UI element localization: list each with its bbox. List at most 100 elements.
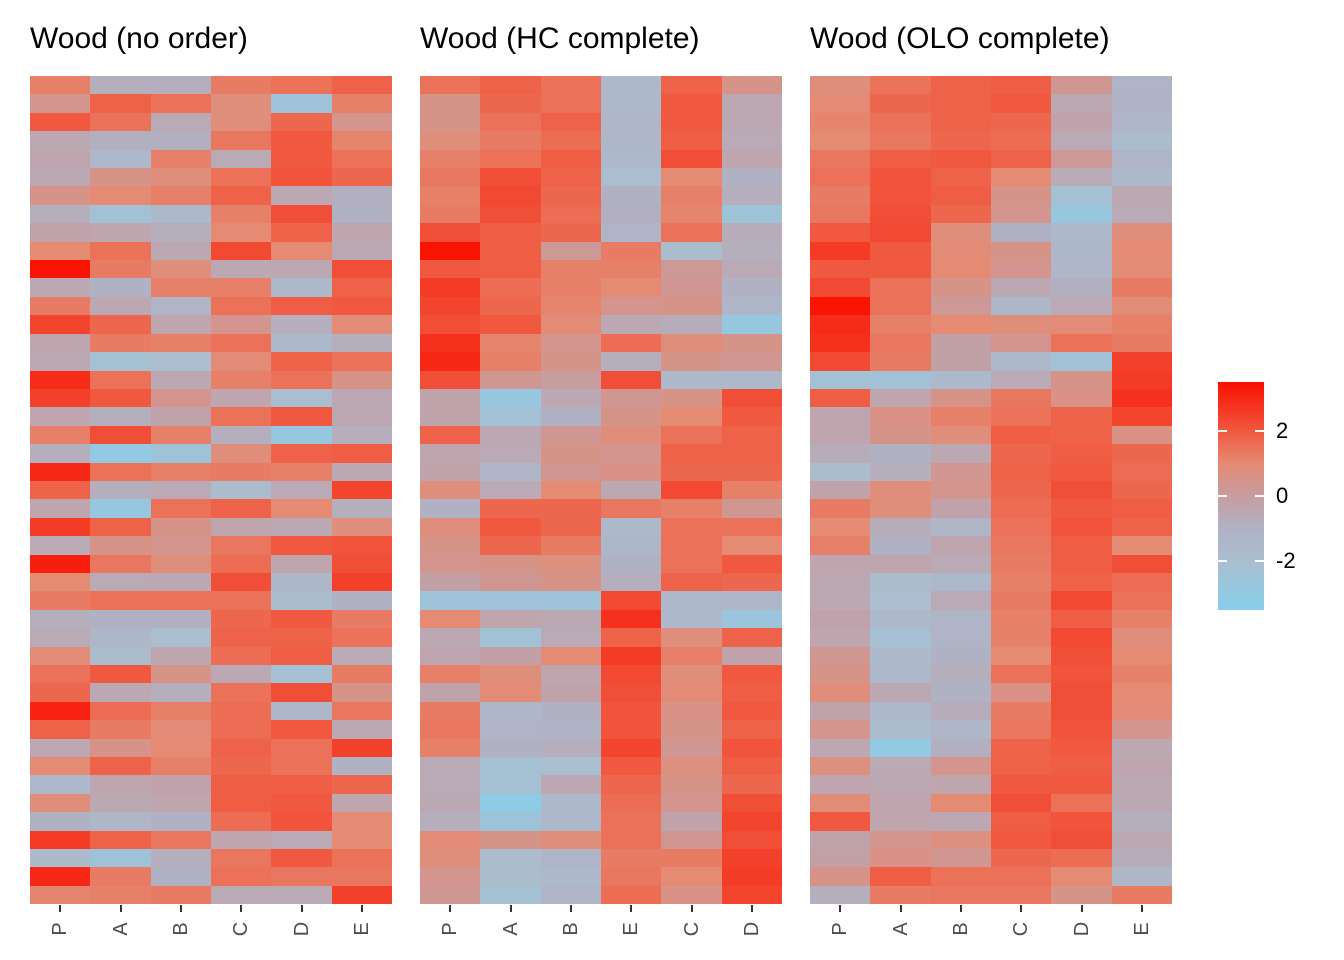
heatmap-row — [810, 830, 1172, 850]
heatmap-cell — [331, 241, 392, 261]
heatmap-cell — [90, 480, 151, 500]
heatmap-cell — [1051, 94, 1112, 113]
heatmap-row — [30, 76, 392, 95]
heatmap-cell — [150, 168, 211, 187]
heatmap-cell — [540, 554, 601, 573]
heatmap-cell — [30, 628, 91, 647]
heatmap-cell — [210, 793, 272, 813]
heatmap-row — [30, 168, 392, 187]
heatmap-cell — [810, 701, 871, 721]
heatmap-cell — [810, 480, 871, 500]
heatmap-cell — [30, 241, 91, 261]
heatmap-cell — [420, 333, 481, 353]
heatmap-cell — [331, 407, 392, 426]
heatmap-cell — [331, 499, 392, 518]
heatmap-cell — [30, 609, 91, 629]
heatmap-cell — [1111, 683, 1172, 702]
heatmap-cell — [870, 388, 931, 408]
heatmap-cell — [540, 278, 601, 297]
heatmap-cell — [930, 885, 991, 905]
heatmap-cell — [331, 683, 392, 702]
heatmap-cell — [90, 296, 151, 316]
heatmap-row — [30, 278, 392, 297]
heatmap-row — [810, 186, 1172, 205]
heatmap-cell — [990, 278, 1052, 297]
heatmap-cell — [540, 260, 601, 279]
x-axis-tick — [179, 905, 182, 912]
heatmap-cell — [480, 554, 541, 573]
heatmap-cell — [721, 204, 782, 224]
heatmap-cell — [990, 830, 1052, 850]
heatmap-cell — [150, 186, 211, 205]
heatmap-cell — [540, 223, 601, 242]
heatmap-cell — [930, 720, 991, 739]
heatmap-cell — [420, 793, 481, 813]
heatmap-row — [810, 425, 1172, 445]
heatmap-cell — [271, 572, 332, 592]
heatmap-cell — [930, 333, 991, 353]
heatmap-cell — [870, 94, 931, 113]
heatmap-cell — [150, 701, 211, 721]
heatmap-cell — [810, 793, 871, 813]
heatmap-cell — [721, 315, 782, 334]
heatmap-cell — [600, 885, 662, 905]
heatmap-cell — [810, 849, 871, 868]
heatmap-cell — [721, 186, 782, 205]
heatmap-cell — [600, 738, 662, 758]
heatmap-cell — [30, 94, 91, 113]
heatmap-row — [810, 775, 1172, 794]
heatmap-cell — [1111, 315, 1172, 334]
heatmap-cell — [420, 296, 481, 316]
heatmap-cell — [1111, 168, 1172, 187]
heatmap-cell — [600, 131, 662, 150]
heatmap-cell — [870, 757, 931, 776]
heatmap-cell — [1111, 186, 1172, 205]
heatmap-row — [30, 867, 392, 886]
heatmap-cell — [150, 112, 211, 132]
heatmap-cell — [90, 683, 151, 702]
heatmap-row — [810, 296, 1172, 316]
heatmap-cell — [1111, 480, 1172, 500]
heatmap-row — [30, 849, 392, 868]
heatmap-cell — [1051, 76, 1112, 95]
heatmap-cell — [210, 388, 272, 408]
heatmap-cell — [721, 775, 782, 794]
heatmap-cell — [1051, 186, 1112, 205]
heatmap-cell — [721, 131, 782, 150]
heatmap-cell — [721, 849, 782, 868]
heatmap-cell — [210, 572, 272, 592]
heatmap-cell — [480, 499, 541, 518]
heatmap-cell — [661, 223, 722, 242]
heatmap-cell — [90, 352, 151, 371]
heatmap-cell — [1051, 665, 1112, 684]
heatmap-row — [420, 775, 782, 794]
heatmap-row — [30, 793, 392, 813]
heatmap-cell — [661, 867, 722, 886]
heatmap-cell — [930, 444, 991, 463]
heatmap-row — [30, 186, 392, 205]
heatmap-cell — [90, 812, 151, 831]
heatmap-cell — [1051, 738, 1112, 758]
heatmap-cell — [420, 388, 481, 408]
heatmap-cell — [420, 407, 481, 426]
heatmap-cell — [480, 517, 541, 537]
heatmap-cell — [210, 646, 272, 665]
heatmap-cell — [1111, 425, 1172, 445]
heatmap-cell — [721, 665, 782, 684]
heatmap-cell — [540, 775, 601, 794]
heatmap-cell — [810, 112, 871, 132]
x-axis-tick — [569, 905, 572, 912]
heatmap-cell — [480, 388, 541, 408]
heatmap-row — [420, 315, 782, 334]
heatmap-cell — [990, 370, 1052, 389]
heatmap-cell — [721, 572, 782, 592]
heatmap-cell — [990, 867, 1052, 886]
heatmap-cell — [90, 425, 151, 445]
heatmap-cell — [210, 241, 272, 261]
heatmap-cell — [721, 223, 782, 242]
heatmap-cell — [810, 757, 871, 776]
heatmap-cell — [810, 609, 871, 629]
heatmap-cell — [331, 131, 392, 150]
heatmap-cell — [930, 352, 991, 371]
heatmap-cell — [870, 278, 931, 297]
